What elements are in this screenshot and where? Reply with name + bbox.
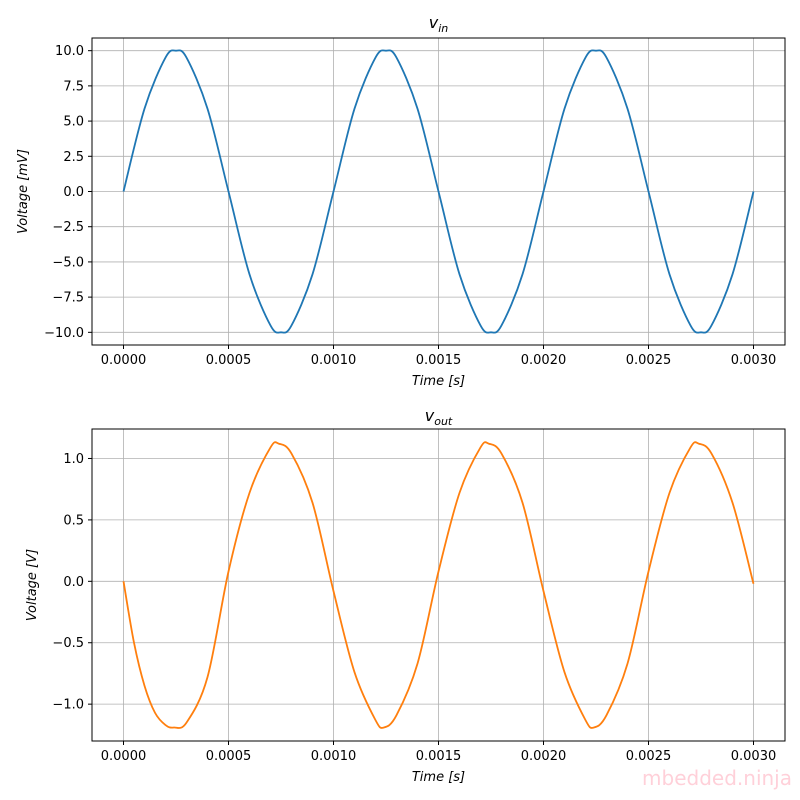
- x-tick-label: 0.0025: [626, 353, 672, 368]
- watermark-text: mbedded.ninja: [642, 766, 792, 790]
- x-tick-label: 0.0010: [311, 749, 357, 764]
- chart-title: vout: [425, 406, 453, 428]
- y-tick-label: −5.0: [52, 255, 84, 270]
- x-tick-label: 0.0010: [311, 353, 357, 368]
- chart-title: vin: [429, 13, 449, 35]
- y-tick-label: −1.0: [52, 698, 84, 713]
- vout-plot: 0.0000 0.0005 0.0010 0.0015 0.0020 0.0025 0.00…: [25, 406, 786, 785]
- x-tick-label: 0.0020: [521, 749, 567, 764]
- chart-title-subscript: in: [438, 22, 448, 35]
- y-tick-label: 2.5: [63, 150, 84, 165]
- y-tick-label: −7.5: [52, 291, 84, 306]
- series-line: [122, 49, 755, 334]
- y-axis-label: Voltage [V]: [25, 549, 40, 621]
- x-tick-label: 0.0030: [731, 749, 777, 764]
- x-tick-label: 0.0025: [626, 749, 672, 764]
- x-tick-label: 0.0000: [101, 353, 147, 368]
- x-tick-label: 0.0030: [731, 353, 777, 368]
- x-axis-label: Time [s]: [412, 770, 465, 785]
- y-tick-label: 7.5: [63, 79, 84, 94]
- series-line: [122, 441, 755, 729]
- x-tick-label: 0.0000: [101, 749, 147, 764]
- y-tick-label: −0.5: [52, 636, 84, 651]
- y-tick-label: 0.0: [63, 185, 84, 200]
- y-tick-label: 1.0: [63, 452, 84, 467]
- y-axis-label: Voltage [mV]: [16, 149, 31, 234]
- y-tick-label: −2.5: [52, 220, 84, 235]
- x-tick-label: 0.0020: [521, 353, 567, 368]
- x-axis-label: Time [s]: [412, 374, 465, 389]
- vin-plot: 0.0000 0.0005 0.0010 0.0015 0.0020 0.0025 0.00…: [16, 13, 786, 389]
- y-tick-label: 10.0: [55, 44, 84, 59]
- chart-title-main: v: [429, 13, 439, 32]
- x-tick-label: 0.0005: [206, 353, 252, 368]
- x-tick-label: 0.0015: [416, 353, 462, 368]
- x-tick-label: 0.0005: [206, 749, 252, 764]
- chart-title-subscript: out: [434, 415, 453, 428]
- y-tick-label: 0.5: [63, 513, 84, 528]
- y-tick-label: 5.0: [63, 115, 84, 130]
- chart-title-main: v: [425, 406, 435, 425]
- y-tick-label: −10.0: [44, 326, 84, 341]
- x-tick-label: 0.0015: [416, 749, 462, 764]
- y-tick-label: 0.0: [63, 575, 84, 590]
